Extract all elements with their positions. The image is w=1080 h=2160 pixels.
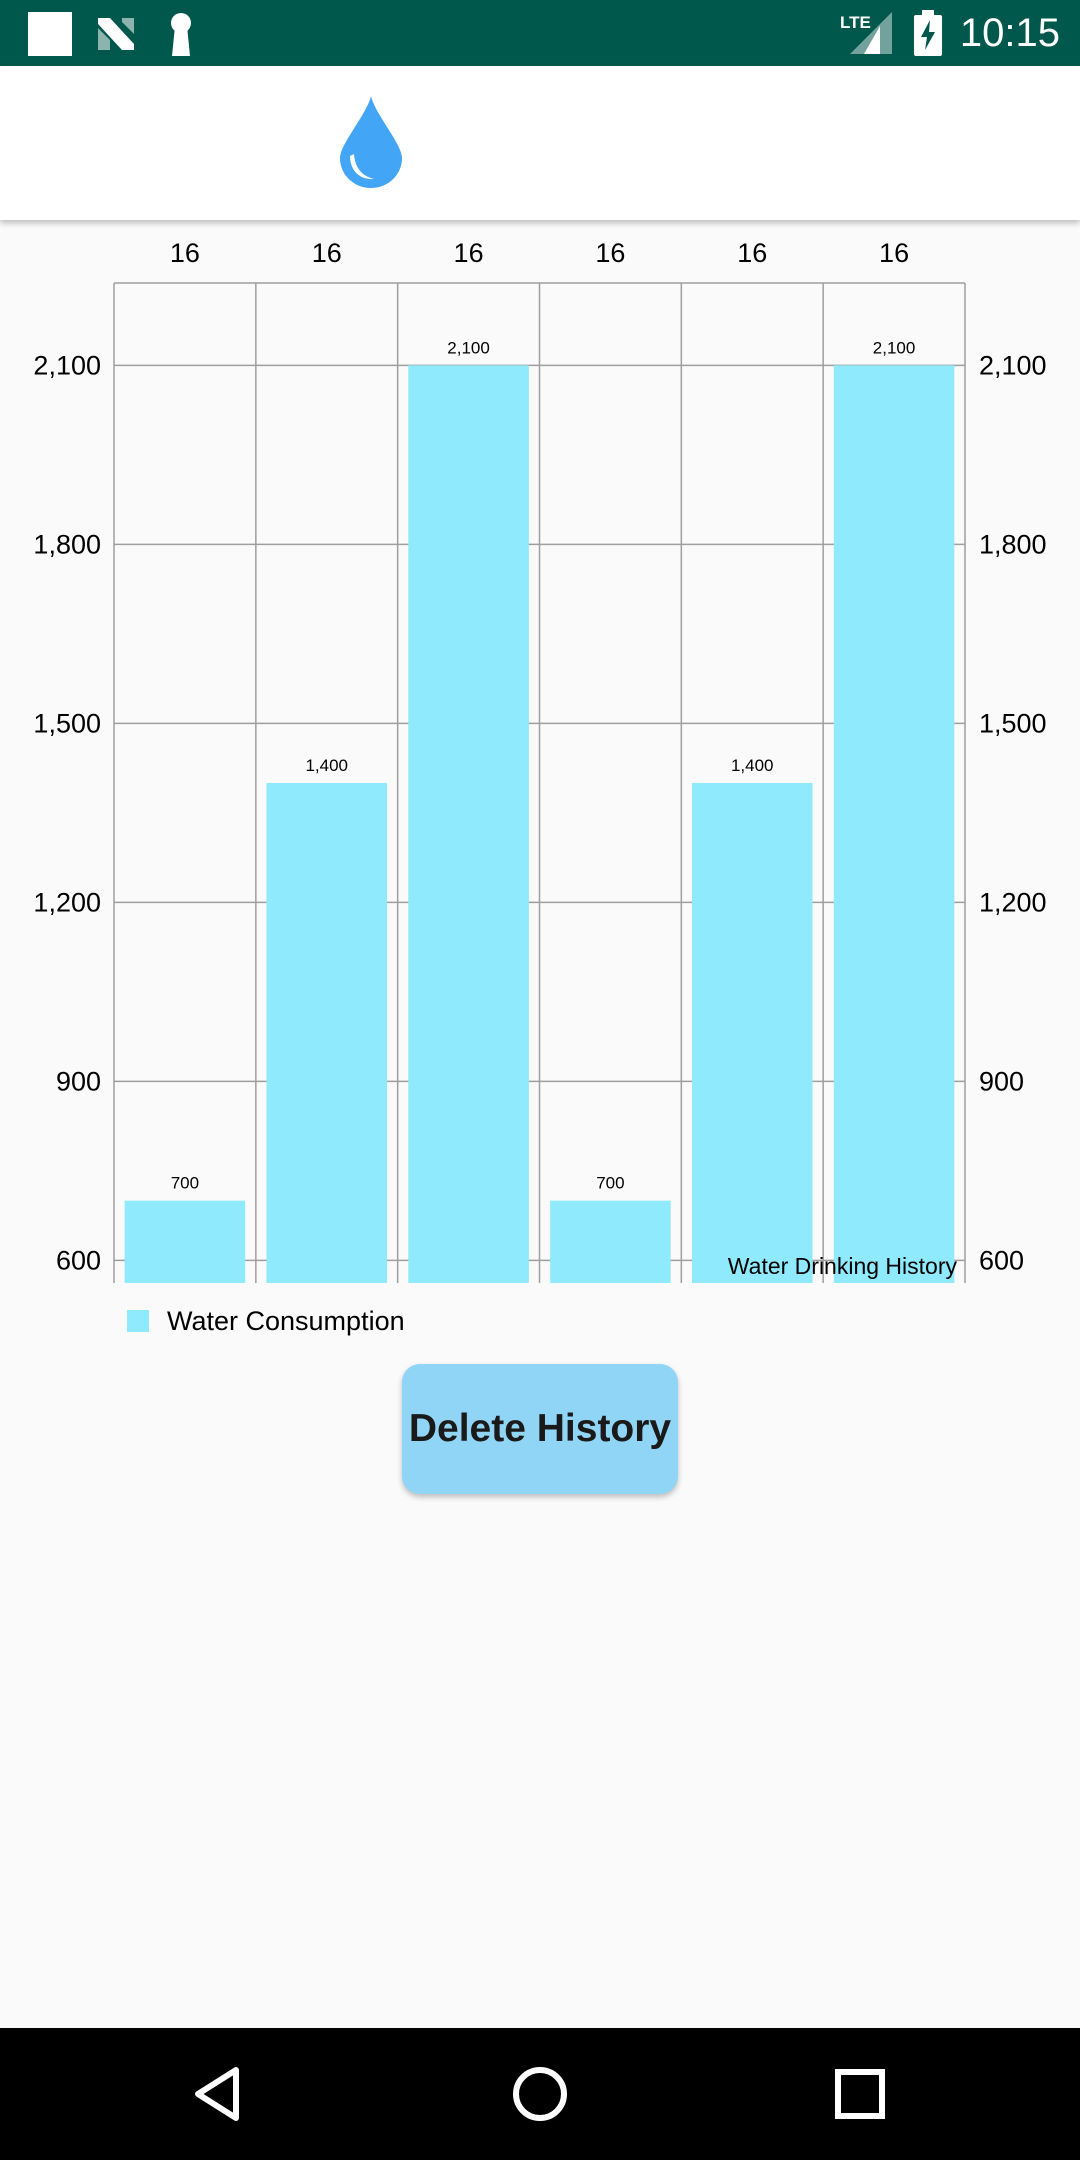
- square-notification-icon: [28, 12, 72, 56]
- y-tick-label-right: 2,100: [979, 350, 1047, 380]
- y-tick-label-right: 600: [979, 1245, 1024, 1275]
- bar-value-label: 1,400: [305, 756, 348, 775]
- recents-icon[interactable]: [830, 2064, 890, 2124]
- bar[interactable]: [691, 783, 813, 1283]
- y-tick-label-right: 1,800: [979, 529, 1047, 559]
- y-tick-label-left: 1,200: [33, 887, 101, 917]
- chart-ticks: 16 16 16 16 16 16 600 600 900 900 1,200 1,200 1,500 1…: [33, 238, 1046, 1275]
- n-logo-icon: [98, 18, 134, 50]
- y-tick-label-left: 1,800: [33, 529, 101, 559]
- chart-description: Water Drinking History: [728, 1253, 958, 1279]
- x-tick-label: 16: [595, 238, 625, 268]
- chart-legend: Water Consumption: [127, 1305, 405, 1337]
- y-tick-label-right: 1,500: [979, 708, 1047, 738]
- bar[interactable]: [408, 365, 529, 1284]
- x-tick-label: 16: [312, 238, 342, 268]
- status-time: 10:15: [959, 11, 1060, 55]
- bar[interactable]: [124, 1200, 246, 1283]
- battery-charging-icon: [914, 10, 942, 56]
- water-drop-icon: [340, 96, 402, 188]
- delete-history-button[interactable]: Delete History: [402, 1364, 678, 1494]
- y-tick-label-left: 600: [56, 1245, 101, 1275]
- legend-label: Water Consumption: [167, 1305, 405, 1336]
- lte-signal-icon: LTE: [840, 12, 892, 54]
- x-tick-label: 16: [454, 238, 484, 268]
- bar[interactable]: [266, 783, 388, 1283]
- bar[interactable]: [550, 1200, 671, 1283]
- bar-value-label: 700: [171, 1174, 199, 1193]
- bar[interactable]: [833, 365, 955, 1284]
- keyhole-icon: [171, 13, 191, 56]
- bar-value-label: 1,400: [731, 756, 774, 775]
- x-tick-label: 16: [170, 238, 200, 268]
- y-tick-label-right: 1,200: [979, 887, 1047, 917]
- back-icon[interactable]: [190, 2064, 250, 2124]
- y-tick-label-left: 900: [56, 1066, 101, 1096]
- network-type-label: LTE: [840, 13, 871, 32]
- status-bar: LTE 10:15: [0, 0, 1080, 66]
- home-icon[interactable]: [510, 2064, 570, 2124]
- y-tick-label-left: 1,500: [33, 708, 101, 738]
- chart-grid: [113, 282, 966, 1283]
- bar-value-label: 2,100: [873, 338, 916, 357]
- y-tick-label-right: 900: [979, 1066, 1024, 1096]
- bar-value-label: 2,100: [447, 338, 490, 357]
- x-tick-label: 16: [879, 238, 909, 268]
- chart-bars: 700 1,400 2,100 700 1,400 2,100: [124, 338, 955, 1284]
- navigation-bar: [0, 2028, 1080, 2160]
- x-tick-label: 16: [737, 238, 767, 268]
- legend-swatch: [127, 1310, 149, 1332]
- bar-chart-svg: 700 1,400 2,100 700 1,400 2,100 16 16 16 16 16 16 6…: [33, 238, 1047, 1284]
- y-tick-label-left: 2,100: [33, 350, 101, 380]
- app-bar: [0, 66, 1080, 220]
- water-chart: 700 1,400 2,100 700 1,400 2,100 16 16 16 16 16 16 6…: [0, 220, 1080, 1360]
- bar-value-label: 700: [596, 1174, 624, 1193]
